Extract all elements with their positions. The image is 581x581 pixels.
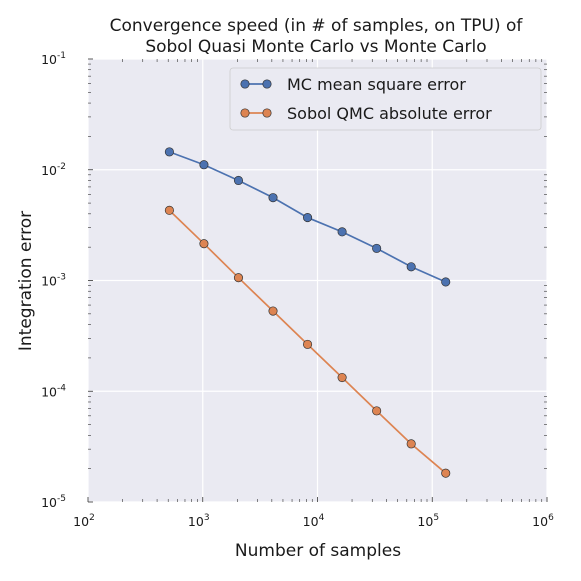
y-tick-labels: 10-110-210-310-410-5 <box>41 51 66 510</box>
series-0-point <box>268 193 278 203</box>
x-tick-exponent: 2 <box>89 513 95 523</box>
series-0-point <box>372 243 382 253</box>
series-1-point <box>303 339 313 349</box>
series-1-point <box>164 205 174 215</box>
x-tick-base: 10 <box>417 514 433 529</box>
series-1-point <box>372 406 382 416</box>
x-tick-base: 10 <box>303 514 319 529</box>
x-tick-base: 10 <box>188 514 204 529</box>
series-0-point <box>233 175 244 186</box>
legend-label-mc: MC mean square error <box>287 75 466 94</box>
y-tick-exponent: -5 <box>57 494 66 504</box>
legend-marker-mc-2 <box>262 79 272 89</box>
series-1-point <box>337 372 347 383</box>
y-tick-label: 10-2 <box>41 162 66 178</box>
legend: MC mean square error Sobol QMC absolute … <box>229 67 542 131</box>
x-tick-label: 104 <box>303 513 325 529</box>
y-tick-base: 10 <box>41 495 57 510</box>
x-tick-exponent: 5 <box>433 513 439 523</box>
y-tick-exponent: -2 <box>57 162 66 172</box>
series-1-point <box>233 273 244 283</box>
y-tick-exponent: -4 <box>57 383 66 393</box>
series-1-point <box>441 468 451 478</box>
y-tick-label: 10-5 <box>41 494 66 510</box>
legend-box <box>229 67 542 131</box>
x-tick-label: 103 <box>188 513 210 529</box>
y-axis-label: Integration error <box>16 211 36 351</box>
y-tick-label: 10-4 <box>41 383 66 399</box>
series-0-point <box>164 147 174 157</box>
x-tick-base: 10 <box>532 514 548 529</box>
y-tick-exponent: -3 <box>57 273 66 283</box>
legend-marker-sobol <box>240 108 250 118</box>
series-1-point <box>199 239 209 249</box>
y-tick-label: 10-3 <box>41 273 66 289</box>
series-1-point <box>406 439 416 449</box>
x-tick-exponent: 4 <box>319 513 325 523</box>
series-0-point <box>337 227 347 237</box>
x-tick-base: 10 <box>73 514 89 529</box>
chart-title-line-1: Convergence speed (in # of samples, on T… <box>110 16 524 36</box>
series-0-point <box>441 277 451 287</box>
y-tick-label: 10-1 <box>41 51 66 67</box>
x-tick-exponent: 3 <box>204 513 210 523</box>
series-layer <box>164 147 451 478</box>
y-tick-base: 10 <box>41 163 57 178</box>
x-tick-label: 105 <box>417 513 439 529</box>
series-0-point <box>406 262 416 272</box>
y-tick-exponent: -1 <box>57 51 66 61</box>
x-tick-label: 102 <box>73 513 95 529</box>
legend-marker-sobol-2 <box>262 108 272 118</box>
series-0-point <box>303 213 313 223</box>
minor-ticks <box>87 58 548 503</box>
legend-label-sobol: Sobol QMC absolute error <box>287 104 492 123</box>
x-tick-label: 106 <box>532 513 554 529</box>
y-tick-base: 10 <box>41 274 57 289</box>
x-tick-labels: 102 103 104 105 106 <box>73 513 554 529</box>
x-tick-exponent: 6 <box>548 513 554 523</box>
legend-marker-mc <box>240 79 250 89</box>
chart-title-line-2: Sobol Quasi Monte Carlo vs Monte Carlo <box>145 37 486 57</box>
y-tick-base: 10 <box>41 384 57 399</box>
series-1-point <box>268 306 278 316</box>
x-axis-label: Number of samples <box>235 541 401 561</box>
series-0-point <box>199 160 209 170</box>
y-tick-base: 10 <box>41 52 57 67</box>
